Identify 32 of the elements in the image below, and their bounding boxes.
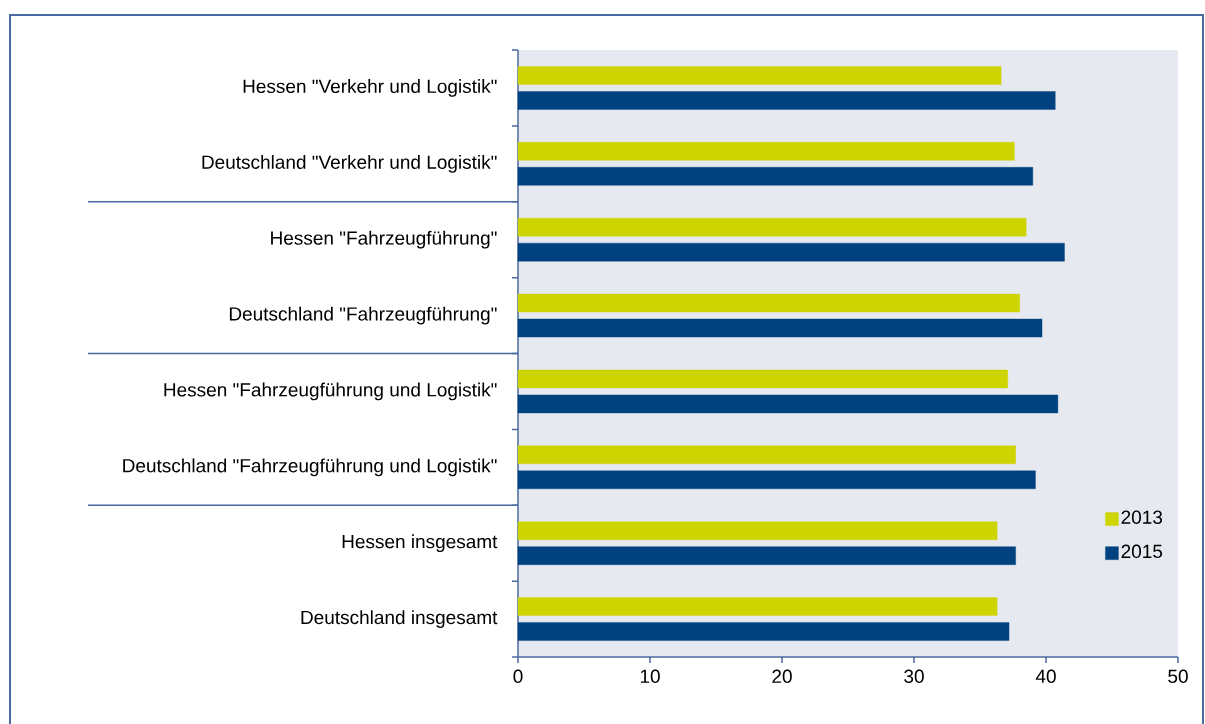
bar: [517, 167, 1033, 186]
legend-label: 2013: [1121, 510, 1163, 524]
x-tick-label: 10: [640, 669, 660, 683]
bar: [517, 546, 1016, 565]
bar: [517, 91, 1056, 110]
bar: [517, 521, 998, 540]
y-tick-label: Deutschland "Fahrzeugführung und Logistik": [123, 458, 497, 477]
y-tick-label: Deutschland "Fahrzeugführung": [229, 306, 497, 325]
bar: [517, 218, 1027, 237]
x-tick-label: 50: [1168, 669, 1188, 683]
bar: [517, 394, 1059, 414]
x-tick-label: 40: [1035, 669, 1056, 683]
legend-label: 2015: [1121, 544, 1163, 559]
x-tick-label: 0: [513, 669, 523, 683]
bar: [517, 622, 1010, 641]
bar: [517, 369, 1008, 389]
y-tick-label: Deutschland insgesamt: [301, 610, 498, 628]
bar: [517, 597, 998, 616]
y-tick-label: Hessen "Fahrzeugführung und Logistik": [164, 382, 497, 401]
y-tick-label: Hessen "Fahrzeugführung": [271, 230, 497, 249]
bar: [517, 318, 1043, 338]
bar: [517, 243, 1065, 262]
bar: [517, 293, 1020, 313]
y-tick-label: Hessen insgesamt: [342, 534, 498, 553]
bar: [517, 445, 1016, 465]
x-tick-label: 20: [772, 669, 792, 683]
bar: [517, 470, 1036, 490]
y-tick-label: Deutschland "Verkehr und Logistik": [202, 154, 497, 173]
x-tick-label: 30: [904, 669, 924, 683]
bar: [517, 66, 1002, 85]
y-tick-label: Hessen "Verkehr und Logistik": [243, 79, 497, 97]
bar: [517, 142, 1015, 161]
